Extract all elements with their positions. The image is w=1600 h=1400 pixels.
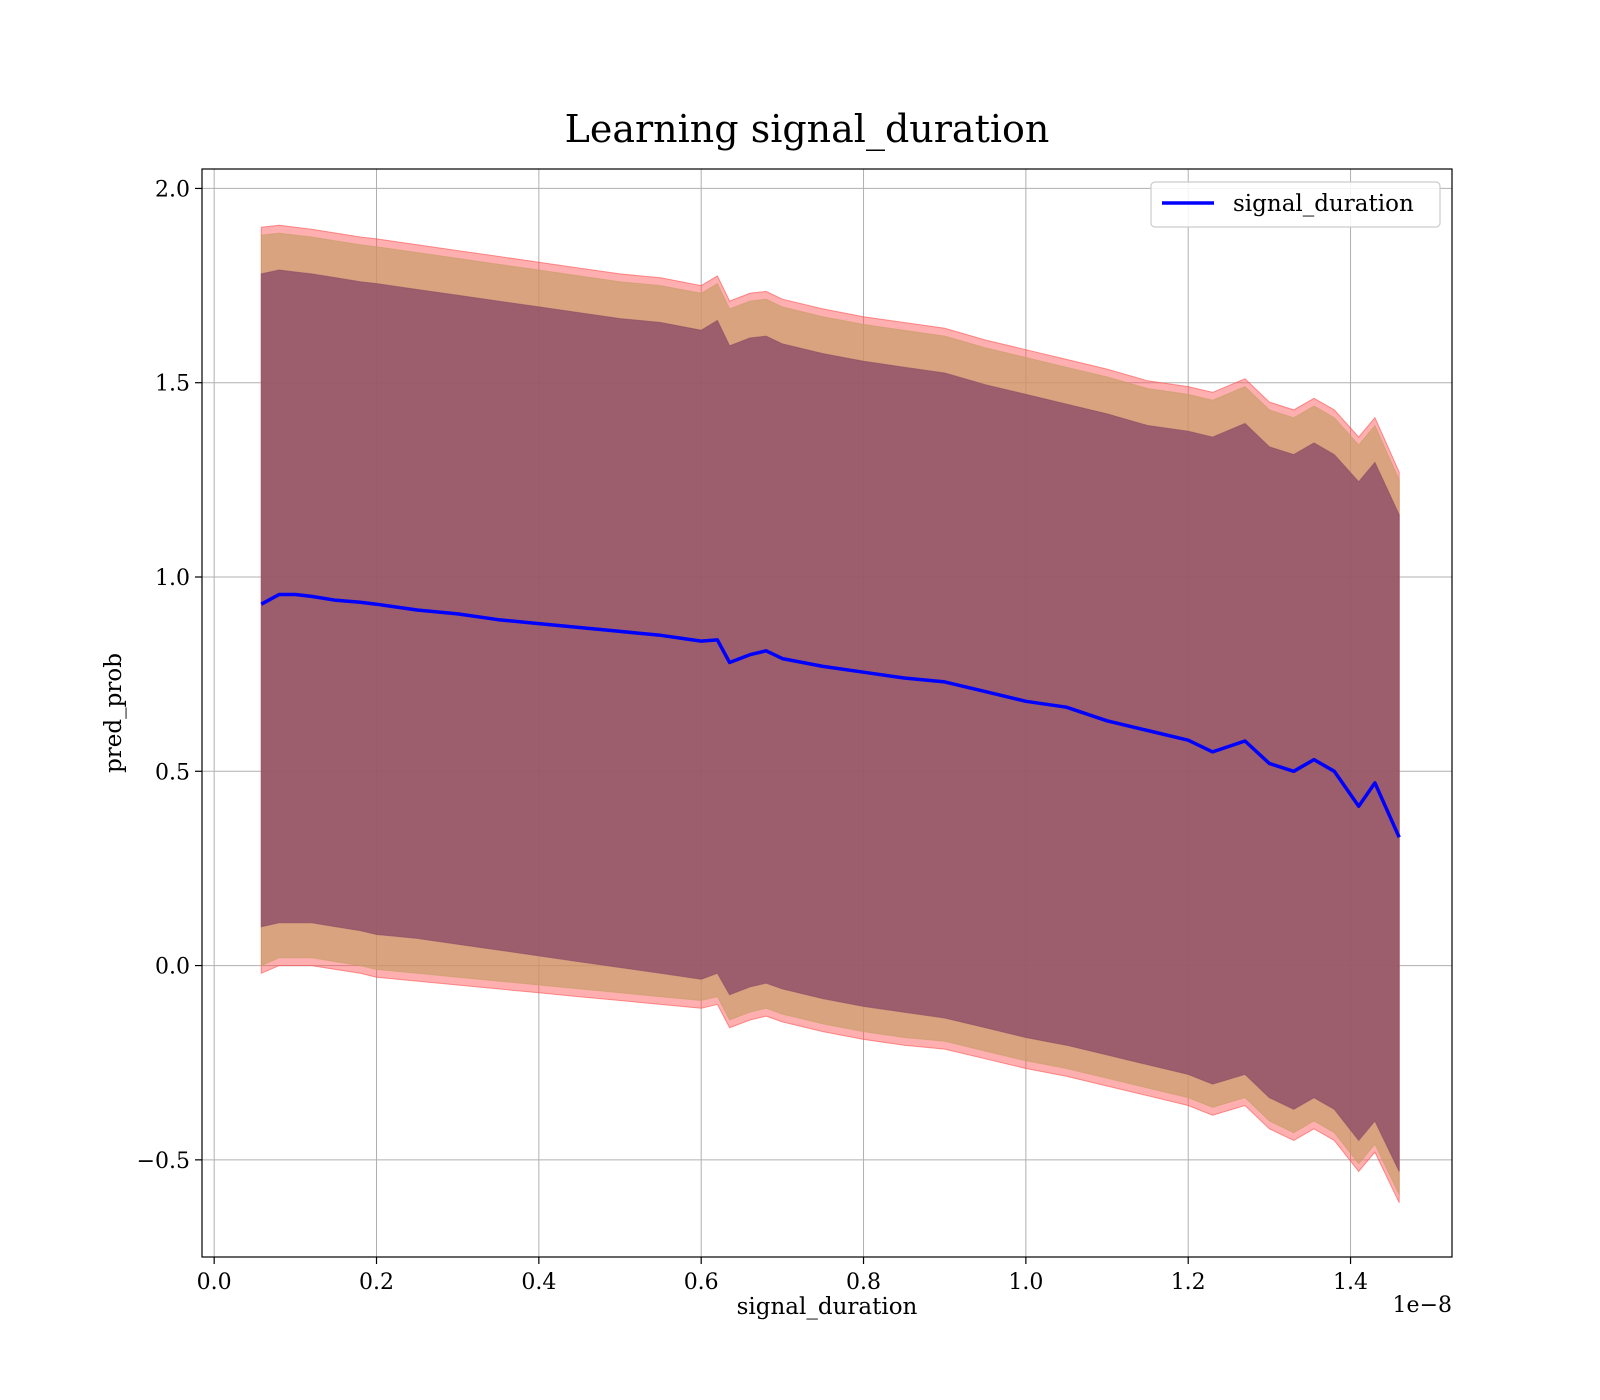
y-axis-label: pred_prob	[101, 653, 127, 773]
x-axis-offset-text: 1e−8	[1393, 1293, 1452, 1318]
y-tick-label: 0.0	[155, 955, 190, 980]
series-lines	[260, 592, 1401, 839]
y-tick-label: 2.0	[155, 177, 190, 202]
x-tick-label: 1.2	[1171, 1270, 1206, 1295]
confidence-band-2	[260, 269, 1400, 1172]
y-tick-label: 1.5	[155, 372, 190, 397]
x-tick-label: 0.4	[521, 1270, 556, 1295]
plot-frame	[201, 168, 1453, 1258]
x-tick-label: 1.4	[1333, 1270, 1368, 1295]
x-axis-label: signal_duration	[737, 1294, 918, 1320]
x-tick-label: 0.8	[846, 1270, 881, 1295]
confidence-bands	[260, 224, 1400, 1203]
chart-title: Learning signal_duration	[565, 107, 1050, 152]
y-axis-ticks: −0.5 0.0 0.5 1.0 1.5 2.0	[137, 177, 202, 1174]
legend: signal_duration	[1150, 181, 1441, 228]
x-tick-label: 0.0	[197, 1270, 232, 1295]
x-tick-label: 0.2	[359, 1270, 394, 1295]
series-line-signal_duration	[260, 592, 1401, 839]
y-tick-label: 0.5	[155, 760, 190, 785]
x-tick-label: 0.6	[684, 1270, 719, 1295]
legend-label: signal_duration	[1233, 191, 1414, 217]
legend-box	[1150, 181, 1441, 228]
x-tick-label: 1.0	[1008, 1270, 1043, 1295]
y-tick-label: 1.0	[155, 566, 190, 591]
y-tick-label: −0.5	[137, 1149, 190, 1174]
x-axis-ticks: 0.0 0.2 0.4 0.6 0.8 1.0 1.2 1.4	[197, 1257, 1368, 1295]
